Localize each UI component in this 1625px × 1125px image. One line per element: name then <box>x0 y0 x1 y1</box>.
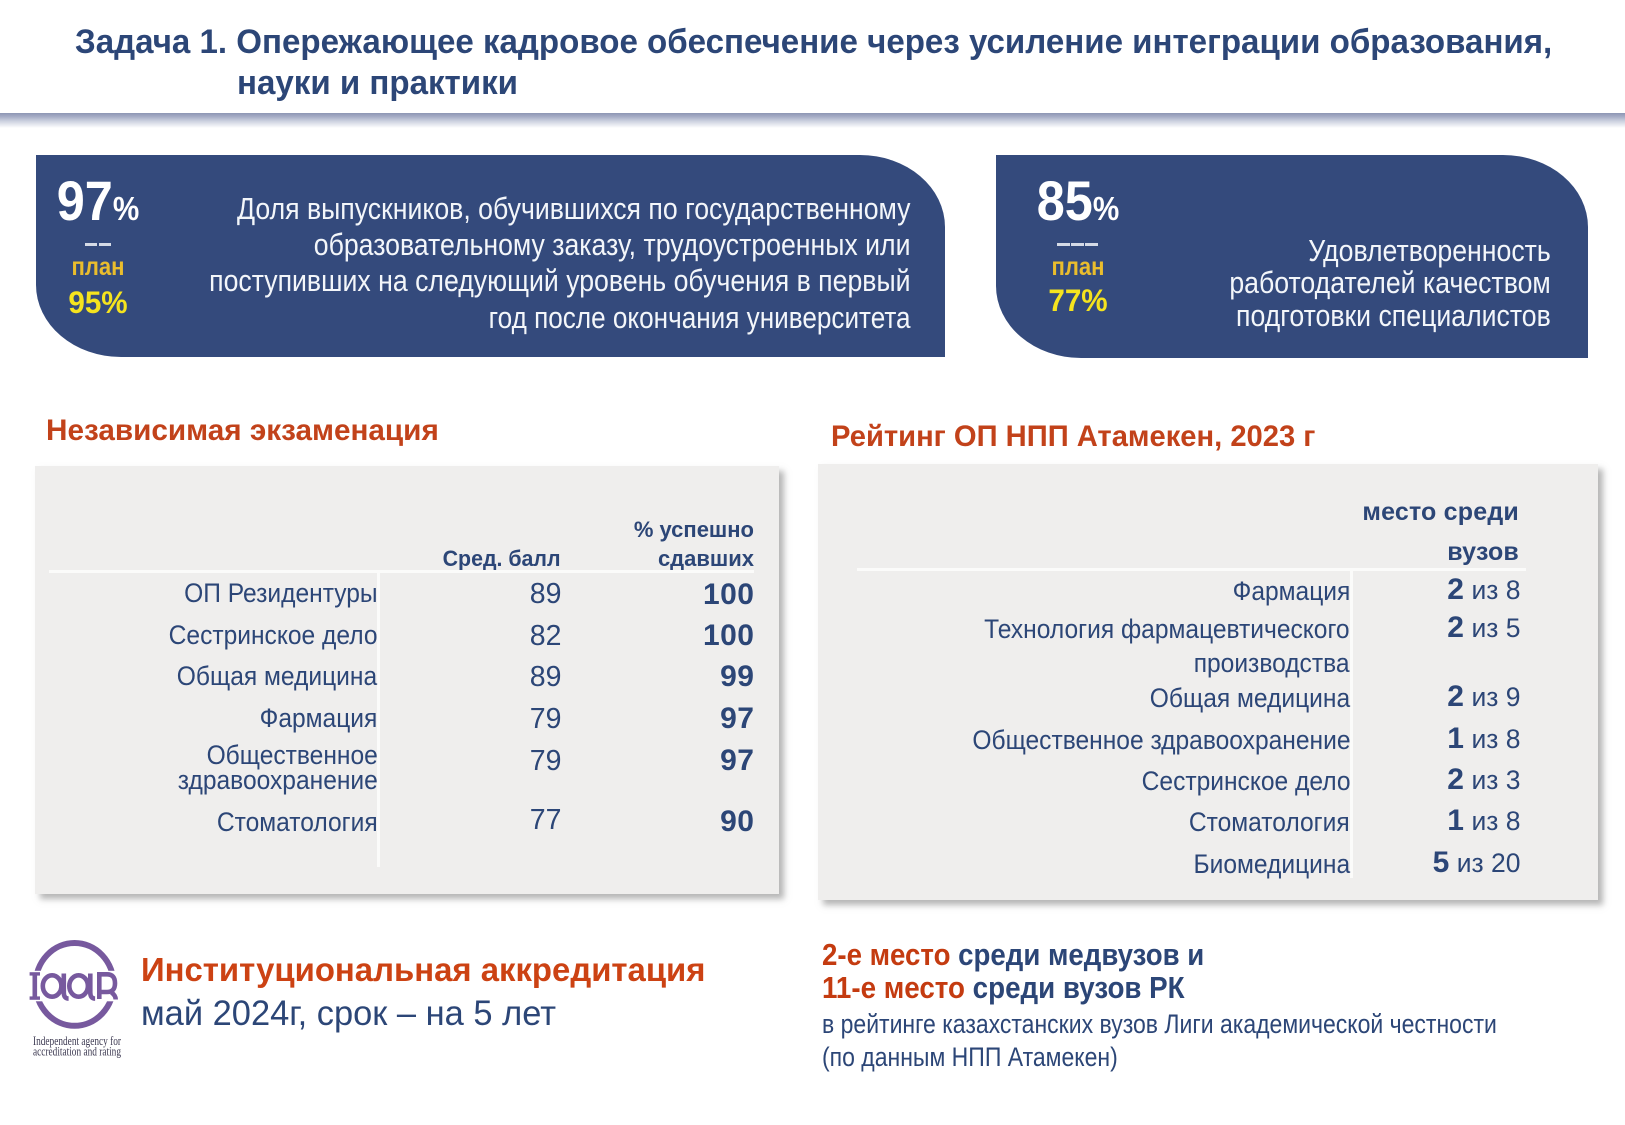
svg-text:accreditation and rating: accreditation and rating <box>33 1044 121 1059</box>
svg-text:Independent agency for: Independent agency for <box>33 1033 121 1048</box>
